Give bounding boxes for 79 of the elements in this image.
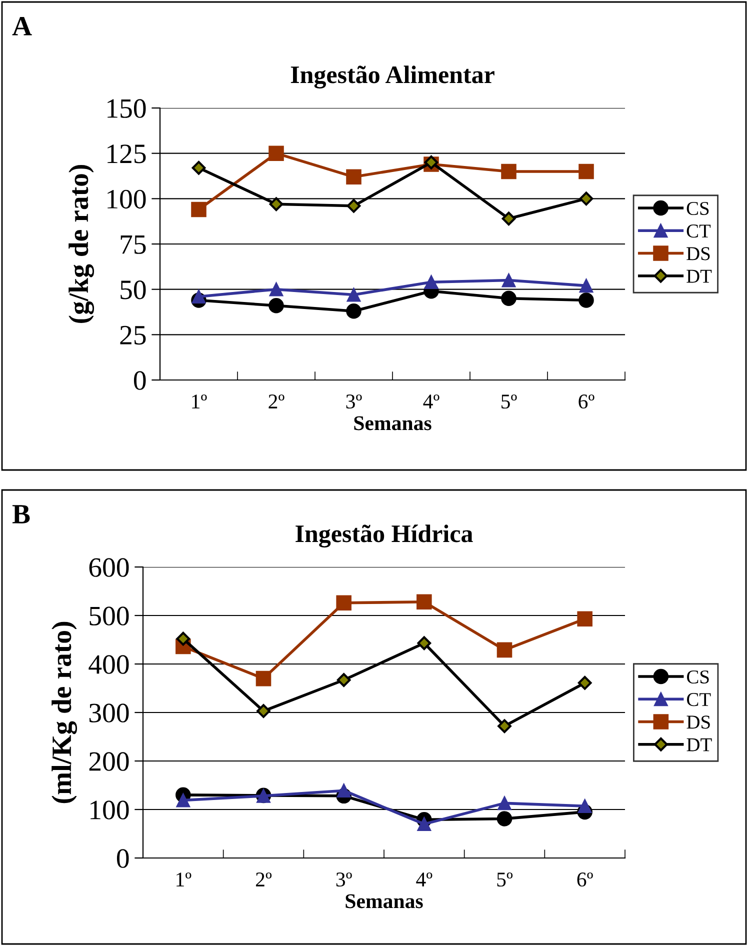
point <box>498 719 512 734</box>
point <box>192 160 206 175</box>
x-tick-label: 6º <box>577 872 593 887</box>
y-tick-label: 400 <box>88 655 129 674</box>
point <box>176 632 190 646</box>
y-tick-label: 0 <box>116 849 129 868</box>
y-axis-title: (g/kg de rato) <box>68 164 94 324</box>
x-axis-title: Semanas <box>354 416 432 430</box>
point <box>498 796 512 810</box>
legend-label: DT <box>686 738 712 752</box>
y-tick-label: 500 <box>90 606 129 626</box>
y-tick-label: 0 <box>134 371 146 390</box>
point <box>417 817 432 831</box>
y-tick-label: 25 <box>120 326 146 345</box>
point <box>346 198 361 213</box>
point <box>496 811 512 826</box>
point <box>268 298 284 314</box>
legend-label: CS <box>686 202 709 216</box>
point <box>256 670 272 686</box>
point <box>192 290 206 304</box>
legend-label: CT <box>686 224 711 238</box>
x-tick-label: 4º <box>416 872 432 886</box>
point <box>579 192 594 206</box>
y-tick-label: 600 <box>89 558 129 577</box>
point <box>578 292 594 308</box>
y-tick-label: 300 <box>89 704 129 722</box>
legend-label: CT <box>687 693 711 706</box>
y-tick-label: 75 <box>120 235 146 254</box>
point <box>346 303 362 319</box>
point <box>502 273 516 288</box>
point <box>268 146 284 161</box>
x-tick-label: 3º <box>346 394 362 409</box>
point <box>269 282 284 296</box>
point <box>346 288 361 302</box>
point <box>424 275 438 290</box>
x-tick-label: 2º <box>256 872 272 886</box>
legend-label: DT <box>686 270 712 283</box>
x-tick-label: 3º <box>336 872 352 887</box>
point <box>578 164 594 180</box>
point <box>501 290 516 306</box>
y-tick-label: 200 <box>89 752 129 771</box>
point <box>496 642 512 658</box>
chart-title: Ingestão Alimentar <box>290 66 494 89</box>
point <box>176 793 190 808</box>
x-tick-label: 6º <box>578 394 594 409</box>
x-axis-title: Semanas <box>346 894 423 908</box>
point <box>336 595 352 611</box>
y-axis-title: (ml/Kg de rato) <box>52 622 78 804</box>
point <box>416 594 432 610</box>
point <box>578 799 592 814</box>
point <box>502 212 516 226</box>
point <box>417 636 432 650</box>
point <box>577 611 592 627</box>
legend-label: DS <box>686 247 710 260</box>
point <box>579 278 594 293</box>
y-tick-label: 50 <box>120 280 146 300</box>
x-tick-label: 4º <box>423 394 440 408</box>
text: B <box>12 505 30 524</box>
text: A <box>12 16 32 36</box>
point <box>191 202 206 218</box>
point <box>336 673 351 687</box>
legend-label: DS <box>686 716 710 729</box>
y-tick-label: 100 <box>108 190 146 209</box>
point <box>501 164 516 180</box>
point <box>578 676 592 690</box>
point <box>269 197 284 212</box>
x-tick-label: 1º <box>176 872 192 886</box>
y-tick-label: 125 <box>108 144 146 164</box>
y-tick-label: 150 <box>108 99 146 118</box>
x-tick-label: 5º <box>502 394 517 409</box>
y-tick-label: 100 <box>90 800 129 820</box>
point <box>336 784 351 798</box>
x-tick-label: 1º <box>192 394 207 408</box>
x-tick-label: 2º <box>268 394 284 408</box>
point <box>346 169 362 185</box>
x-tick-label: 5º <box>497 872 513 887</box>
legend-label: CS <box>687 670 709 684</box>
point <box>256 704 270 718</box>
chart-title: Ingestão Hídrica <box>296 524 473 548</box>
